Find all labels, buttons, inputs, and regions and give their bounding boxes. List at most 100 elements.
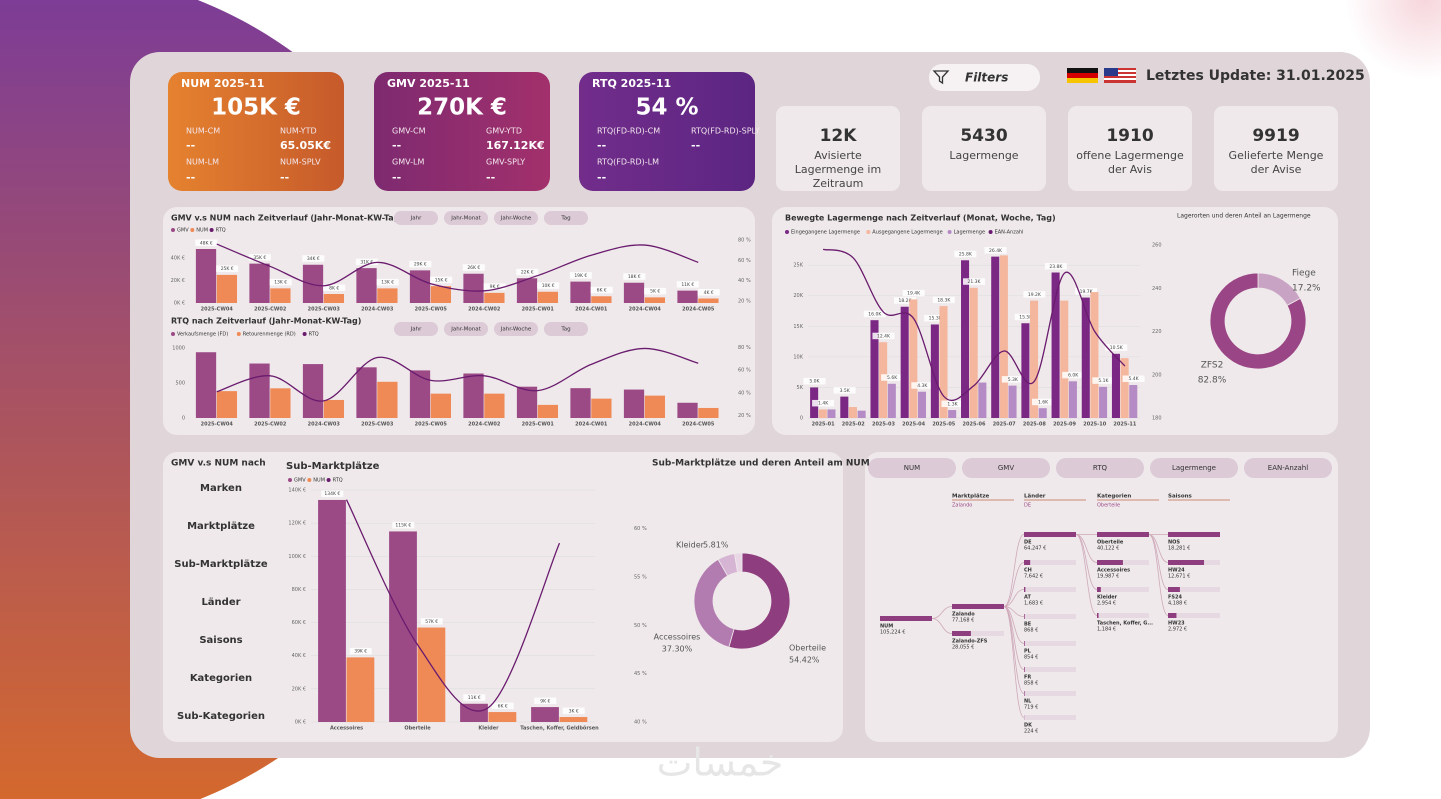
stat-value: 5430 (960, 126, 1008, 146)
time-button-label[interactable]: Jahr (410, 216, 422, 222)
measure-button-label[interactable]: RTQ (1093, 464, 1108, 472)
stat-label: Lagermenge (949, 149, 1019, 162)
time-button-label[interactable]: Jahr (410, 327, 422, 333)
y-tick-label: 0K € (174, 301, 185, 307)
bar (848, 406, 857, 418)
data-label: 22K € (521, 270, 534, 276)
label-bg (1122, 375, 1145, 382)
flag-us[interactable] (1104, 68, 1136, 83)
bar (1038, 408, 1047, 418)
bar (1090, 292, 1099, 418)
label-bg (902, 289, 925, 297)
tree-node-value: 1,184 € (1097, 627, 1116, 633)
filters-button[interactable] (929, 64, 1040, 91)
measure-button-label[interactable]: EAN-Anzahl (1268, 464, 1308, 472)
tree-node-label: PL (1024, 649, 1032, 655)
tree-bar-bg (1024, 667, 1076, 672)
data-label: 6K € (597, 288, 607, 294)
legend-swatch (302, 332, 307, 336)
time-button-label[interactable]: Tag (560, 327, 570, 333)
x-tick-label: 2025-11 (1113, 422, 1136, 428)
time-button-label[interactable]: Jahr-Woche (500, 327, 532, 333)
slicer-item[interactable]: Länder (201, 597, 240, 608)
time-button[interactable] (494, 322, 538, 336)
measure-button[interactable] (962, 458, 1050, 478)
tree-node-value: 4,188 € (1168, 601, 1187, 607)
bar (531, 707, 559, 722)
time-button-label[interactable]: Jahr-Woche (500, 216, 532, 222)
time-button[interactable] (544, 322, 588, 336)
bar (698, 298, 719, 303)
time-button-label[interactable]: Jahr-Monat (450, 216, 481, 222)
time-button[interactable] (544, 211, 588, 225)
tree-node-value: 224 € (1024, 729, 1038, 735)
line (822, 248, 1126, 402)
time-button[interactable] (394, 211, 438, 225)
measure-button[interactable] (1056, 458, 1144, 478)
bar (870, 320, 879, 418)
data-label: 6.0K (1068, 373, 1079, 379)
tree-bar (1024, 641, 1025, 646)
tree-bar-bg (1024, 560, 1076, 565)
slicer-item[interactable]: Saisons (199, 635, 242, 646)
slicer-item[interactable]: Kategorien (190, 673, 252, 684)
bar (484, 292, 505, 303)
measure-button-label[interactable]: Lagermenge (1172, 464, 1216, 472)
bar (216, 274, 238, 303)
tree-bar (1097, 560, 1123, 565)
flag-de[interactable] (1067, 68, 1098, 83)
legend-swatch (785, 230, 789, 234)
bar (978, 382, 987, 418)
y2-tick-label: 40 % (738, 390, 751, 396)
time-button[interactable] (494, 211, 538, 225)
tree-node-label: FR (1024, 675, 1031, 681)
x-tick-label: 2025-CW05 (415, 307, 448, 313)
y-tick-label: 20K (793, 293, 803, 299)
y-tick-label: 25K (793, 263, 803, 269)
data-label: 5K € (650, 289, 660, 295)
kpi-item-value: -- (392, 171, 401, 184)
filters-label[interactable]: Filters (965, 71, 1008, 85)
bar (1051, 272, 1060, 418)
data-label: 9K € (540, 698, 550, 704)
kpi-item-label: NUM-CM (186, 127, 220, 136)
data-label: 1.3K (947, 401, 958, 407)
time-button[interactable] (444, 322, 488, 336)
kpi-title: RTQ 2025-11 (592, 77, 671, 90)
measure-button-label[interactable]: NUM (904, 464, 920, 472)
data-label: 15.5K (1019, 314, 1033, 320)
data-label: 29K € (414, 262, 427, 268)
legend-label: RTQ (333, 478, 343, 484)
tree-bar (1168, 532, 1220, 537)
measure-button[interactable] (868, 458, 956, 478)
tree-bar (952, 631, 971, 636)
x-tick-label: 2025-CW02 (254, 422, 287, 428)
kpi-value: 270K € (417, 95, 507, 121)
measure-button-label[interactable]: GMV (998, 464, 1014, 472)
time-button[interactable] (394, 322, 438, 336)
bar (591, 398, 612, 418)
slicer-item[interactable]: Sub-Kategorien (177, 711, 265, 722)
slicer-item[interactable]: Sub-Marktplätze (174, 559, 268, 570)
slicer-item[interactable]: Marken (200, 483, 242, 494)
time-button[interactable] (444, 211, 488, 225)
bar (677, 402, 698, 418)
tree-node-label: Accessoires (1097, 568, 1130, 574)
measure-button[interactable] (1244, 458, 1332, 478)
bar (356, 367, 377, 418)
time-button-label[interactable]: Tag (560, 216, 570, 222)
slicer-item[interactable]: Marktplätze (187, 521, 255, 532)
y2-tick-label: 240 (1152, 286, 1162, 292)
measure-button[interactable] (1150, 458, 1238, 478)
stat-card: 9919 Gelieferte Menge der Avise (1214, 106, 1338, 191)
bar (1060, 300, 1069, 418)
time-button-label[interactable]: Jahr-Monat (450, 327, 481, 333)
kpi-card (579, 72, 755, 191)
kpi-item-value: -- (486, 171, 495, 184)
data-label: 11K € (468, 695, 481, 701)
label-bg (376, 278, 399, 286)
tree-node-label: HW23 (1168, 621, 1185, 627)
bar (900, 306, 909, 418)
x-tick-label: 2024-CW05 (682, 307, 715, 313)
